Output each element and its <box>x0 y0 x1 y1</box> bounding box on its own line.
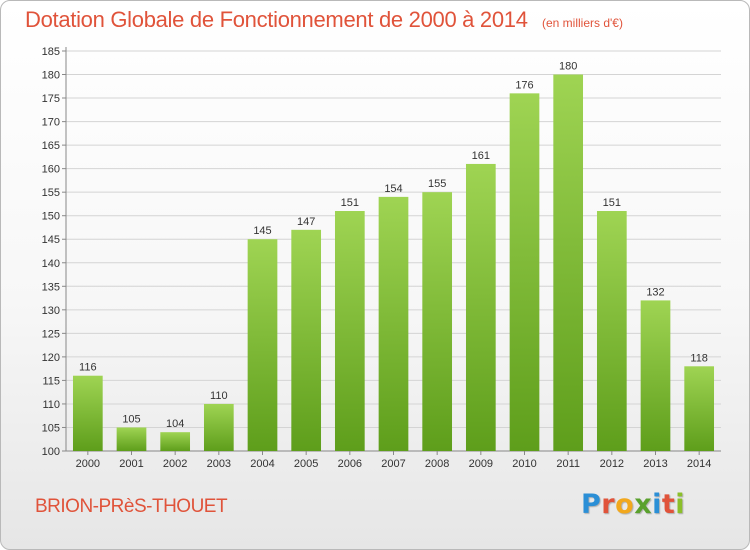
x-tick-label: 2012 <box>600 458 624 470</box>
bar <box>116 427 147 451</box>
x-tick-label: 2005 <box>294 458 318 470</box>
bar <box>684 366 715 451</box>
bar <box>553 74 584 451</box>
x-tick-label: 2008 <box>425 458 449 470</box>
data-label: 132 <box>646 286 664 298</box>
bar <box>465 163 496 452</box>
data-label: 104 <box>166 418 184 430</box>
y-tick-label: 115 <box>42 375 60 387</box>
bar <box>203 403 234 451</box>
logo-letter: t <box>661 489 676 520</box>
x-tick-label: 2010 <box>512 458 536 470</box>
x-tick-label: 2014 <box>687 458 711 470</box>
y-tick-label: 105 <box>42 422 60 434</box>
logo-letter: P <box>581 489 602 520</box>
data-label: 110 <box>210 390 228 402</box>
x-tick-label: 2001 <box>119 458 143 470</box>
x-tick-label: 2009 <box>469 458 493 470</box>
logo-letter: r <box>601 489 616 520</box>
logo-letter: o <box>615 489 635 520</box>
data-label: 180 <box>559 61 577 73</box>
y-tick-label: 100 <box>42 446 60 458</box>
y-tick-label: 180 <box>42 70 60 82</box>
bar <box>378 196 409 451</box>
x-tick-label: 2002 <box>163 458 187 470</box>
y-tick-label: 160 <box>42 164 60 176</box>
logo-letter: i <box>652 489 662 520</box>
chart-title: Dotation Globale de Fonctionnement de 20… <box>25 7 528 32</box>
x-tick-label: 2011 <box>556 458 580 470</box>
bar <box>291 229 322 451</box>
proxiti-logo[interactable]: Proxiti <box>581 489 685 520</box>
bar <box>334 211 365 451</box>
x-tick-label: 2003 <box>207 458 231 470</box>
x-tick-label: 2000 <box>76 458 100 470</box>
bars <box>72 74 715 452</box>
data-label: 105 <box>122 413 140 425</box>
labels: 100 105 110 115 120 125 130 135 140 145 150 155 160 1… <box>42 46 712 470</box>
y-tick-label: 135 <box>42 281 60 293</box>
bar <box>160 432 191 451</box>
y-tick-label: 120 <box>42 352 60 364</box>
bar <box>422 192 453 452</box>
y-tick-label: 165 <box>42 140 60 152</box>
data-label: 155 <box>428 178 446 190</box>
data-label: 147 <box>297 216 315 228</box>
y-tick-label: 185 <box>42 46 60 58</box>
data-label: 176 <box>515 79 533 91</box>
data-label: 161 <box>472 150 490 162</box>
y-tick-label: 145 <box>42 234 60 246</box>
y-tick-label: 150 <box>42 211 60 223</box>
data-label: 145 <box>253 225 271 237</box>
x-tick-label: 2006 <box>338 458 362 470</box>
logo-letter: i <box>675 489 686 520</box>
y-tick-label: 155 <box>42 187 60 199</box>
data-label: 118 <box>690 352 708 364</box>
x-tick-label: 2007 <box>381 458 405 470</box>
x-tick-label: 2013 <box>643 458 667 470</box>
bar <box>72 375 103 451</box>
y-tick-label: 175 <box>42 93 60 105</box>
y-tick-label: 130 <box>42 305 60 317</box>
x-tick-label: 2004 <box>250 458 274 470</box>
bar <box>596 211 627 451</box>
logo-letter: x <box>634 489 653 520</box>
y-tick-label: 125 <box>42 328 60 340</box>
data-label: 116 <box>79 362 97 374</box>
data-label: 151 <box>341 197 359 209</box>
y-tick-label: 140 <box>42 258 60 270</box>
bar <box>247 239 278 451</box>
y-tick-label: 170 <box>42 117 60 129</box>
commune-name: BRION-PRèS-THOUET <box>35 496 228 517</box>
y-tick-label: 110 <box>42 399 60 411</box>
bar <box>640 300 671 451</box>
data-label: 151 <box>603 197 621 209</box>
chart-unit: (en milliers d'€) <box>542 16 623 30</box>
data-label: 154 <box>384 183 402 195</box>
bar <box>509 93 540 452</box>
